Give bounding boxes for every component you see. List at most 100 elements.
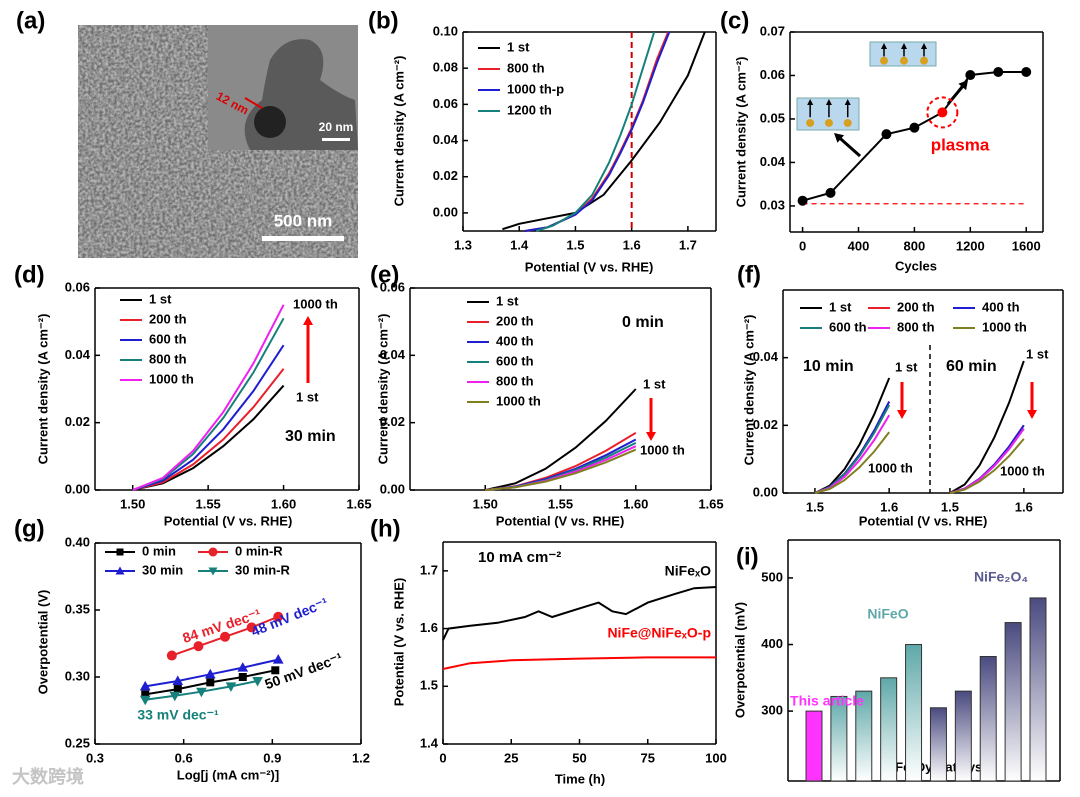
x-tick-label: 1.2	[352, 750, 370, 765]
series-line	[485, 388, 637, 491]
legend-label: 1000 th	[149, 371, 194, 386]
x-axis-label: Potential (V vs. RHE)	[496, 513, 625, 528]
marker	[139, 680, 151, 691]
schematic-spin-head	[807, 99, 814, 105]
x-tick-label: 75	[641, 750, 655, 765]
y-tick-label: 0.07	[760, 23, 785, 38]
arrow-head	[303, 316, 313, 325]
y-tick-label: 0.04	[760, 154, 786, 169]
annotation: 33 mV dec⁻¹	[137, 707, 219, 723]
schematic-spin-head	[881, 43, 887, 49]
panel-label: (g)	[14, 515, 45, 542]
legend-label: 0 min-R	[235, 543, 283, 558]
legend-label: 200 th	[496, 313, 534, 328]
marker	[825, 187, 836, 198]
x-tick-label: 0	[799, 238, 806, 253]
y-tick-label: 0.06	[760, 67, 785, 82]
marker	[208, 547, 218, 557]
y-tick-label: 0.02	[433, 168, 458, 183]
schematic-atom	[920, 56, 928, 65]
legend-label: 1000 th	[496, 393, 541, 408]
marker	[993, 67, 1004, 77]
bar	[1029, 597, 1047, 782]
legend-label: 800 th	[507, 60, 545, 75]
y-axis-label: Current density (A cm⁻²)	[733, 57, 748, 208]
y-axis-label: Current density (A cm⁻²)	[35, 314, 50, 465]
annotation: 1000 th	[293, 296, 338, 311]
bar	[880, 677, 898, 782]
series-line	[132, 368, 285, 491]
marker	[172, 675, 184, 686]
x-axis-label: Potential (V vs. RHE)	[164, 513, 293, 528]
legend-label: 1 st	[496, 293, 519, 308]
annotation: 10 mA cm⁻²	[478, 549, 561, 566]
series-line	[485, 448, 637, 491]
schematic-spin-head	[921, 43, 927, 49]
bar	[830, 695, 848, 782]
legend-label: 200 th	[149, 311, 187, 326]
arrow-head	[834, 133, 845, 143]
y-tick-label: 1.5	[420, 678, 438, 693]
bar	[855, 690, 873, 782]
y-tick-label: 0.02	[65, 414, 90, 429]
y-tick-label: 0.00	[753, 484, 778, 499]
marker	[204, 668, 216, 679]
legend-label: 0 min	[142, 543, 176, 558]
y-tick-label: 1.4	[420, 735, 439, 750]
panel-label: (b)	[368, 7, 399, 34]
y-tick-label: 300	[761, 703, 783, 718]
y-tick-label: 0.10	[433, 23, 458, 38]
y-axis-label: Potential (V vs. RHE)	[391, 578, 406, 707]
series-line	[535, 31, 656, 232]
annotation: 1 st	[643, 376, 666, 391]
legend-label: 1 st	[829, 299, 852, 314]
marker	[193, 641, 204, 652]
marker	[273, 611, 284, 622]
x-tick-label: 1.60	[271, 496, 296, 511]
x-tick-label: 1.3	[454, 237, 472, 252]
panel-label: (d)	[14, 261, 45, 288]
series-line	[949, 424, 1025, 494]
y-tick-label: 0.02	[753, 417, 778, 432]
scale-bar	[262, 236, 344, 241]
marker	[173, 685, 182, 694]
y-tick-label: 0.02	[380, 414, 405, 429]
series-label: NiFeₓO	[665, 563, 711, 579]
x-tick-label: 400	[848, 238, 870, 253]
watermark: 大数跨境	[12, 766, 84, 787]
series-line	[485, 442, 637, 491]
marker	[208, 567, 218, 576]
highlight-ring	[926, 96, 959, 129]
bar	[905, 644, 923, 782]
annotation: 1 st	[296, 389, 319, 404]
legend-label: 600 th	[149, 331, 187, 346]
marker	[237, 662, 249, 672]
legend-label: 30 min-R	[235, 562, 291, 577]
series-line	[949, 428, 1025, 494]
x-tick-label: 1.5	[941, 499, 959, 514]
x-axis-label: Log[j (mA cm⁻²)]	[177, 767, 279, 782]
x-tick-label: 0.6	[175, 750, 193, 765]
x-tick-label: 1.4	[510, 237, 529, 252]
y-axis-label: Current density (A cm⁻²)	[375, 314, 390, 465]
arrow-shaft	[838, 136, 861, 158]
y-tick-label: 0.04	[433, 132, 459, 147]
arrow-head	[958, 80, 968, 91]
x-tick-label: 1.55	[548, 496, 573, 511]
legend-label: 600 th	[829, 319, 867, 334]
arrow-head	[646, 432, 656, 441]
series-line	[524, 31, 671, 232]
series-line	[485, 431, 637, 491]
x-tick-label: 1.6	[880, 499, 898, 514]
annotation: NiFeO	[867, 606, 908, 622]
series-line	[524, 31, 670, 232]
marker	[272, 654, 284, 664]
y-axis-label: Current density (A cm⁻²)	[391, 56, 406, 207]
x-tick-label: 1.50	[473, 496, 498, 511]
x-tick-label: 1.50	[120, 496, 145, 511]
x-tick-label: 1.60	[623, 496, 648, 511]
annotation: 0 min	[622, 314, 664, 331]
y-tick-label: 0.06	[380, 279, 405, 294]
x-axis-label: Time (h)	[555, 771, 605, 786]
legend-label: 1000 th-p	[507, 81, 564, 96]
